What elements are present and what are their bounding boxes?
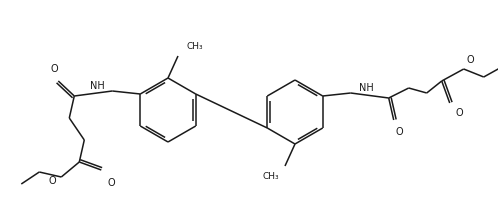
Text: CH₃: CH₃ <box>262 172 279 181</box>
Text: O: O <box>107 178 115 188</box>
Text: NH: NH <box>359 83 374 93</box>
Text: O: O <box>396 127 403 137</box>
Text: NH: NH <box>90 81 104 91</box>
Text: O: O <box>456 108 463 118</box>
Text: O: O <box>50 64 58 74</box>
Text: O: O <box>467 55 474 65</box>
Text: O: O <box>49 176 56 186</box>
Text: CH₃: CH₃ <box>186 42 203 51</box>
